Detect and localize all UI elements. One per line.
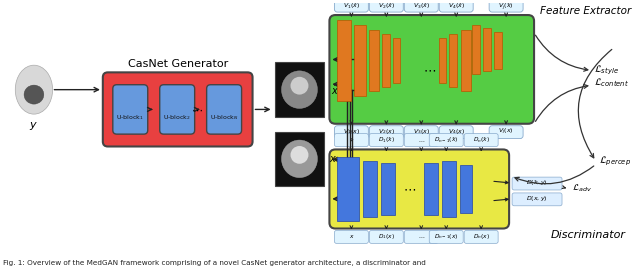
- Text: U-block$_N$: U-block$_N$: [210, 113, 239, 122]
- FancyBboxPatch shape: [512, 193, 562, 206]
- FancyBboxPatch shape: [330, 15, 534, 124]
- Text: $D(\hat{x},y)$: $D(\hat{x},y)$: [526, 178, 548, 188]
- Text: $V_2(x)$: $V_2(x)$: [378, 127, 395, 136]
- Bar: [439, 38, 446, 83]
- Text: $D_n(x)$: $D_n(x)$: [473, 232, 490, 241]
- Ellipse shape: [291, 146, 308, 164]
- FancyBboxPatch shape: [512, 177, 562, 190]
- Bar: [381, 163, 396, 215]
- FancyBboxPatch shape: [489, 126, 523, 138]
- FancyBboxPatch shape: [489, 0, 523, 12]
- FancyBboxPatch shape: [335, 230, 369, 243]
- Text: $V_2(\hat{x})$: $V_2(\hat{x})$: [378, 1, 395, 11]
- Text: $x$: $x$: [330, 154, 337, 164]
- Ellipse shape: [24, 85, 44, 104]
- Bar: [394, 38, 400, 83]
- FancyBboxPatch shape: [369, 0, 403, 12]
- Text: $D_1(x)$: $D_1(x)$: [378, 232, 395, 241]
- Text: Feature Extractor: Feature Extractor: [540, 6, 631, 16]
- Text: $V_4(x)$: $V_4(x)$: [447, 127, 465, 136]
- FancyBboxPatch shape: [335, 126, 369, 138]
- Text: $x$: $x$: [349, 233, 354, 240]
- Bar: [449, 34, 457, 87]
- Text: U-block$_2$: U-block$_2$: [163, 113, 191, 122]
- Ellipse shape: [282, 140, 317, 178]
- Bar: [494, 32, 502, 69]
- Bar: [472, 25, 480, 74]
- Text: $V_4(\hat{x})$: $V_4(\hat{x})$: [447, 1, 465, 11]
- FancyBboxPatch shape: [160, 85, 195, 134]
- FancyBboxPatch shape: [464, 134, 498, 147]
- Bar: [382, 34, 390, 87]
- FancyBboxPatch shape: [439, 0, 473, 12]
- Bar: [337, 157, 360, 221]
- FancyBboxPatch shape: [464, 230, 498, 243]
- Text: $\mathcal{L}_{style}$: $\mathcal{L}_{style}$: [594, 64, 619, 77]
- Text: U-block$_1$: U-block$_1$: [116, 113, 144, 122]
- Text: $y$: $y$: [29, 120, 38, 132]
- Bar: [364, 161, 378, 217]
- Text: $V_3(x)$: $V_3(x)$: [413, 127, 430, 136]
- Text: $D_{n-1}(x)$: $D_{n-1}(x)$: [434, 232, 458, 241]
- Bar: [483, 28, 491, 71]
- Text: $\cdots$: $\cdots$: [403, 183, 416, 196]
- Ellipse shape: [291, 77, 308, 95]
- FancyBboxPatch shape: [335, 0, 369, 12]
- FancyBboxPatch shape: [429, 134, 463, 147]
- Bar: [461, 30, 471, 91]
- Text: $V_j(x)$: $V_j(x)$: [499, 126, 514, 137]
- FancyBboxPatch shape: [369, 134, 403, 147]
- FancyBboxPatch shape: [330, 149, 509, 228]
- Text: CasNet Generator: CasNet Generator: [127, 60, 228, 69]
- Bar: [275, 63, 324, 117]
- Text: $D(x,y)$: $D(x,y)$: [526, 194, 548, 203]
- Text: $V_1(x)$: $V_1(x)$: [343, 127, 360, 136]
- Bar: [369, 30, 380, 91]
- FancyBboxPatch shape: [369, 230, 403, 243]
- FancyBboxPatch shape: [404, 126, 438, 138]
- Bar: [424, 163, 438, 215]
- Text: $V_1(\hat{x})$: $V_1(\hat{x})$: [343, 1, 360, 11]
- FancyBboxPatch shape: [404, 134, 438, 147]
- Text: $\mathcal{L}_{adv}$: $\mathcal{L}_{adv}$: [572, 182, 592, 194]
- FancyBboxPatch shape: [207, 85, 241, 134]
- Bar: [460, 165, 472, 213]
- Bar: [442, 161, 456, 217]
- Text: $\mathcal{L}_{content}$: $\mathcal{L}_{content}$: [594, 76, 629, 89]
- FancyBboxPatch shape: [429, 230, 463, 243]
- FancyBboxPatch shape: [103, 72, 253, 147]
- Text: $D_1(\hat{x})$: $D_1(\hat{x})$: [378, 136, 395, 146]
- Text: $\mathcal{L}_{percep}$: $\mathcal{L}_{percep}$: [599, 154, 631, 168]
- Text: $D_{n-1}(\hat{x})$: $D_{n-1}(\hat{x})$: [434, 136, 458, 146]
- Bar: [355, 25, 366, 96]
- Text: Discriminator: Discriminator: [551, 230, 626, 240]
- Ellipse shape: [282, 71, 317, 109]
- Text: $\cdots$: $\cdots$: [191, 104, 203, 115]
- Text: Fig. 1: Overview of the MedGAN framework comprising of a novel CasNet generator : Fig. 1: Overview of the MedGAN framework…: [3, 260, 426, 266]
- FancyBboxPatch shape: [404, 230, 438, 243]
- FancyBboxPatch shape: [335, 134, 369, 147]
- Text: $\hat{x}$: $\hat{x}$: [332, 82, 340, 97]
- FancyBboxPatch shape: [113, 85, 148, 134]
- FancyBboxPatch shape: [439, 126, 473, 138]
- Bar: [275, 132, 324, 186]
- Text: $\cdots$: $\cdots$: [422, 63, 436, 76]
- FancyBboxPatch shape: [369, 126, 403, 138]
- Text: $\hat{x}$: $\hat{x}$: [349, 136, 354, 145]
- Ellipse shape: [15, 65, 52, 114]
- Text: $\cdots$: $\cdots$: [418, 234, 425, 239]
- Text: $D_n(\hat{x})$: $D_n(\hat{x})$: [473, 136, 490, 146]
- Text: $V_j(\hat{x})$: $V_j(\hat{x})$: [499, 1, 514, 12]
- FancyBboxPatch shape: [404, 0, 438, 12]
- Bar: [337, 20, 351, 101]
- Text: $\cdots$: $\cdots$: [418, 138, 425, 143]
- Text: $V_3(\hat{x})$: $V_3(\hat{x})$: [413, 1, 430, 11]
